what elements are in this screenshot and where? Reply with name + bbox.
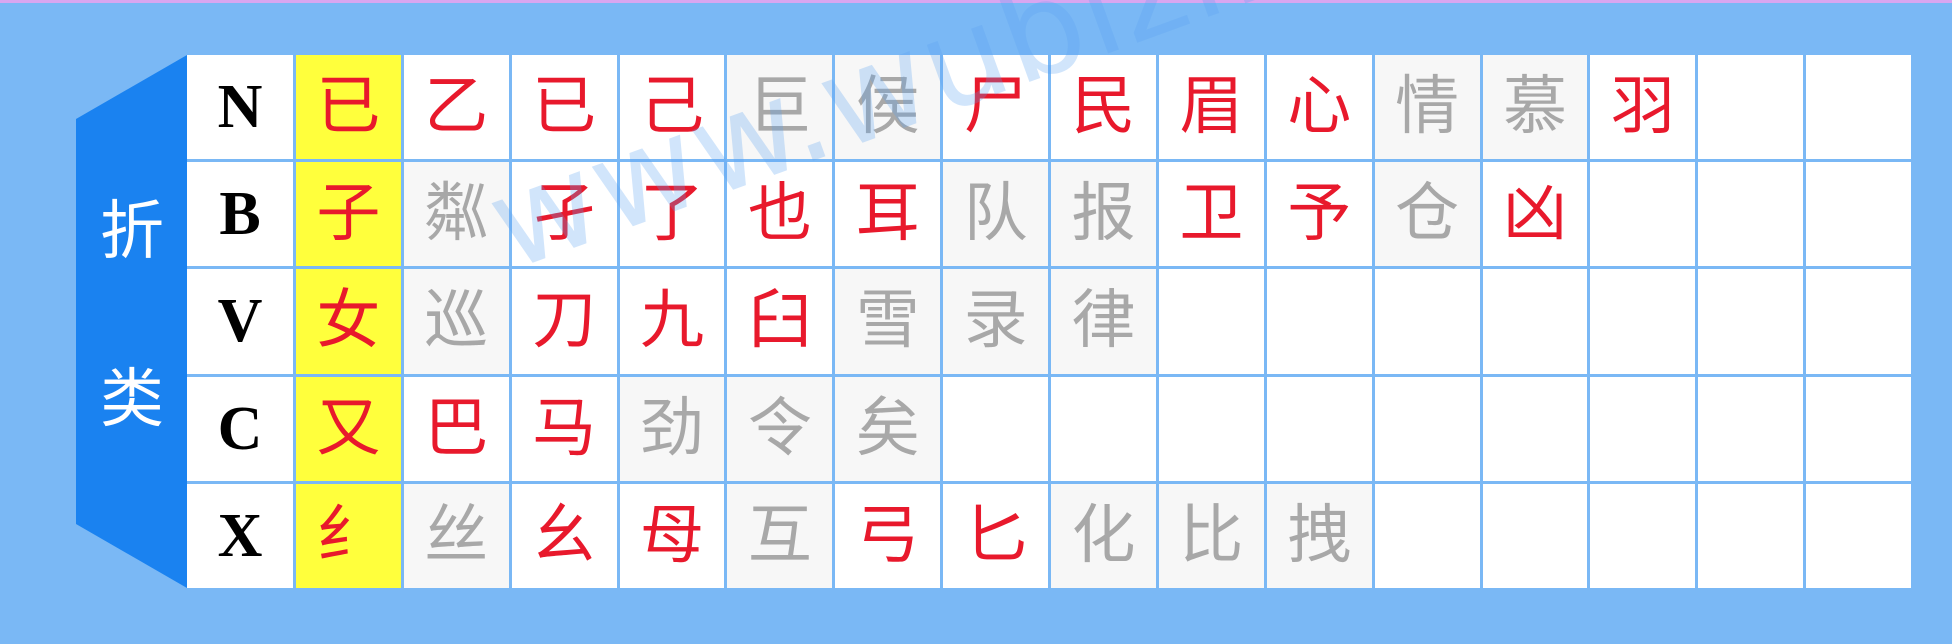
empty-cell	[1374, 376, 1480, 481]
radical-cell: 矣	[835, 376, 941, 481]
empty-cell	[1482, 483, 1588, 588]
empty-cell	[1590, 483, 1696, 588]
empty-cell	[1051, 376, 1156, 481]
side-label-char: 类	[100, 363, 164, 437]
radical-cell: 乙	[403, 55, 509, 160]
row-key-letter: V	[187, 269, 293, 374]
empty-cell	[1806, 55, 1911, 160]
empty-cell	[943, 376, 1049, 481]
empty-cell	[1806, 376, 1911, 481]
empty-cell	[1590, 162, 1696, 267]
radical-cell: 心	[1266, 55, 1372, 160]
radical-cell: 已	[511, 55, 617, 160]
row-key-letter: B	[187, 162, 293, 267]
radical-cell: 刀	[511, 269, 617, 374]
radical-cell: 民	[1051, 55, 1156, 160]
radical-cell: 马	[511, 376, 617, 481]
empty-cell	[1698, 269, 1804, 374]
radical-cell: 尸	[943, 55, 1049, 160]
radical-cell: 粼	[403, 162, 509, 267]
radical-cell: 凶	[1482, 162, 1588, 267]
key-radical-cell: 又	[296, 376, 401, 481]
radical-cell: 互	[727, 483, 833, 588]
radical-cell: 眉	[1158, 55, 1264, 160]
key-radical-cell: 女	[296, 269, 401, 374]
empty-cell	[1158, 376, 1264, 481]
radical-cell: 丝	[403, 483, 509, 588]
radical-cell: 报	[1051, 162, 1156, 267]
radical-cell: 令	[727, 376, 833, 481]
empty-cell	[1698, 483, 1804, 588]
radical-cell: 仓	[1374, 162, 1480, 267]
radical-cell: 律	[1051, 269, 1156, 374]
key-radical-cell: 子	[296, 162, 401, 267]
side-tab	[76, 55, 187, 588]
empty-cell	[1374, 483, 1480, 588]
radical-cell: 孑	[511, 162, 617, 267]
radical-cell: 巡	[403, 269, 509, 374]
radical-cell: 侯	[835, 55, 941, 160]
radical-cell: 了	[619, 162, 725, 267]
radical-cell: 九	[619, 269, 725, 374]
empty-cell	[1698, 55, 1804, 160]
empty-cell	[1698, 162, 1804, 267]
empty-cell	[1806, 483, 1911, 588]
empty-cell	[1266, 376, 1372, 481]
radical-cell: 己	[619, 55, 725, 160]
radical-cell: 情	[1374, 55, 1480, 160]
empty-cell	[1266, 269, 1372, 374]
empty-cell	[1374, 269, 1480, 374]
key-radical-cell: 已	[296, 55, 401, 160]
radical-cell: 也	[727, 162, 833, 267]
radical-cell: 匕	[943, 483, 1049, 588]
radical-cell: 耳	[835, 162, 941, 267]
radical-cell: 卫	[1158, 162, 1264, 267]
empty-cell	[1482, 269, 1588, 374]
radical-cell: 拽	[1266, 483, 1372, 588]
empty-cell	[1806, 162, 1911, 267]
row-key-letter: N	[187, 55, 293, 160]
radical-cell: 化	[1051, 483, 1156, 588]
radical-cell: 队	[943, 162, 1049, 267]
radical-cell: 录	[943, 269, 1049, 374]
radical-cell: 弓	[835, 483, 941, 588]
radical-cell: 母	[619, 483, 725, 588]
radical-cell: 雪	[835, 269, 941, 374]
empty-cell	[1590, 269, 1696, 374]
key-radical-cell: 纟	[296, 483, 401, 588]
empty-cell	[1806, 269, 1911, 374]
empty-cell	[1158, 269, 1264, 374]
row-key-letter: X	[187, 483, 293, 588]
row-key-letter: C	[187, 376, 293, 481]
empty-cell	[1590, 376, 1696, 481]
radical-cell: 羽	[1590, 55, 1696, 160]
side-label-char: 折	[100, 195, 164, 269]
top-strip	[0, 0, 1952, 3]
radical-cell: 劲	[619, 376, 725, 481]
radical-cell: 幺	[511, 483, 617, 588]
empty-cell	[1482, 376, 1588, 481]
radical-cell: 慕	[1482, 55, 1588, 160]
radical-cell: 臼	[727, 269, 833, 374]
empty-cell	[1698, 376, 1804, 481]
radical-cell: 予	[1266, 162, 1372, 267]
radical-cell: 巴	[403, 376, 509, 481]
radical-cell: 比	[1158, 483, 1264, 588]
radical-cell: 巨	[727, 55, 833, 160]
